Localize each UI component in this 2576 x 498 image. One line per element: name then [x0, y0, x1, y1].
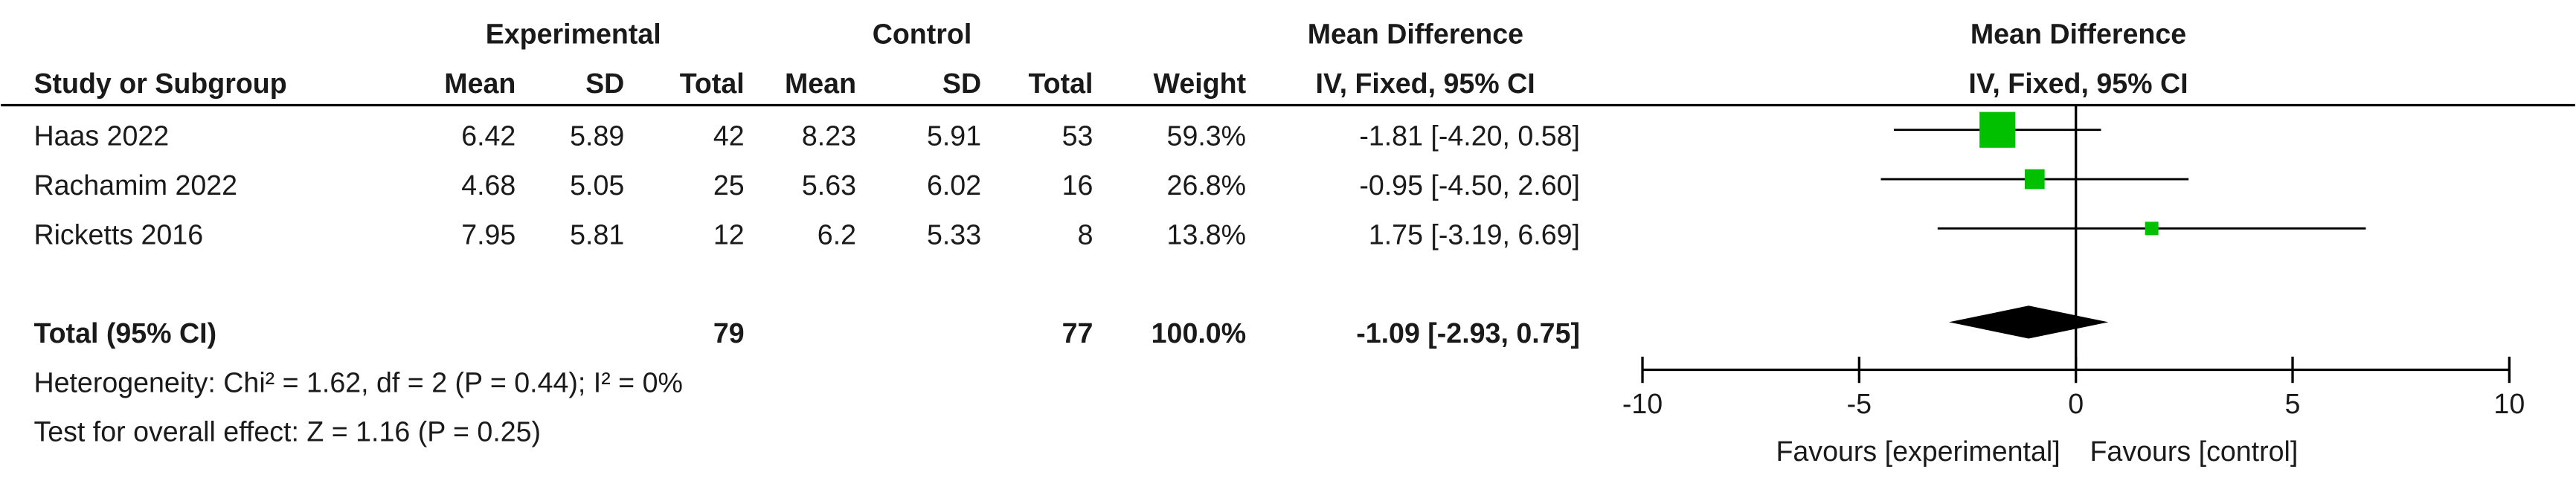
x-tick-label: -5: [1847, 388, 1872, 419]
cell: 16: [1062, 169, 1093, 201]
plot-header: Mean Difference: [1970, 19, 2186, 50]
effect-square: [1979, 111, 2016, 148]
effect-square: [2025, 169, 2045, 190]
column-header: Study or Subgroup: [33, 68, 286, 99]
cell: 100.0%: [1152, 317, 1246, 349]
column-header: SD: [942, 68, 981, 99]
cell: 25: [713, 169, 745, 201]
column-header: Total: [1028, 68, 1093, 99]
cell: 5.89: [570, 120, 624, 152]
study-name: Haas 2022: [33, 120, 169, 152]
cell: 4.68: [461, 169, 515, 201]
cell: 77: [1062, 317, 1093, 349]
ci-label: -1.09 [-2.93, 0.75]: [1356, 317, 1580, 349]
ci-label: -0.95 [-4.50, 2.60]: [1359, 169, 1580, 201]
cell: 5.81: [570, 219, 624, 250]
cell: 6.42: [461, 120, 515, 152]
column-header: Weight: [1154, 68, 1247, 99]
cell: 5.91: [927, 120, 981, 152]
pooled-diamond: [1948, 305, 2109, 339]
x-tick-label: 10: [2493, 388, 2525, 419]
cell: 12: [713, 219, 745, 250]
favours-label: Favours [experimental]: [1776, 436, 2060, 467]
favours-label: Favours [control]: [2090, 436, 2298, 467]
x-tick-label: 5: [2285, 388, 2301, 419]
column-header: Mean: [444, 68, 515, 99]
group-header: Control: [873, 19, 972, 50]
x-tick-label: -10: [1622, 388, 1663, 419]
cell: 5.33: [927, 219, 981, 250]
cell: 42: [713, 120, 745, 152]
cell: 8.23: [802, 120, 856, 152]
group-header: Mean Difference: [1308, 19, 1523, 50]
cell: 6.2: [818, 219, 856, 250]
study-name: Ricketts 2016: [33, 219, 203, 250]
plot-header: IV, Fixed, 95% CI: [1968, 68, 2188, 99]
cell: 13.8%: [1167, 219, 1247, 250]
cell: 7.95: [461, 219, 515, 250]
column-header: Mean: [785, 68, 856, 99]
cell: 26.8%: [1167, 169, 1247, 201]
overall-effect: Test for overall effect: Z = 1.16 (P = 0…: [33, 416, 541, 447]
column-header: IV, Fixed, 95% CI: [1316, 68, 1535, 99]
effect-square: [2145, 221, 2159, 236]
column-header: Total: [680, 68, 745, 99]
cell: 53: [1062, 120, 1093, 152]
ci-label: 1.75 [-3.19, 6.69]: [1369, 219, 1580, 250]
column-header: SD: [585, 68, 624, 99]
x-tick-label: 0: [2068, 388, 2084, 419]
study-name: Rachamim 2022: [33, 169, 237, 201]
ci-label: -1.81 [-4.20, 0.58]: [1359, 120, 1580, 152]
cell: 79: [713, 317, 745, 349]
heterogeneity: Heterogeneity: Chi² = 1.62, df = 2 (P = …: [33, 366, 682, 398]
cell: 6.02: [927, 169, 981, 201]
cell: 8: [1078, 219, 1093, 250]
group-header: Experimental: [486, 19, 661, 50]
cell: 5.05: [570, 169, 624, 201]
cell: 5.63: [802, 169, 856, 201]
cell: 59.3%: [1167, 120, 1247, 152]
total-name: Total (95% CI): [33, 317, 216, 349]
